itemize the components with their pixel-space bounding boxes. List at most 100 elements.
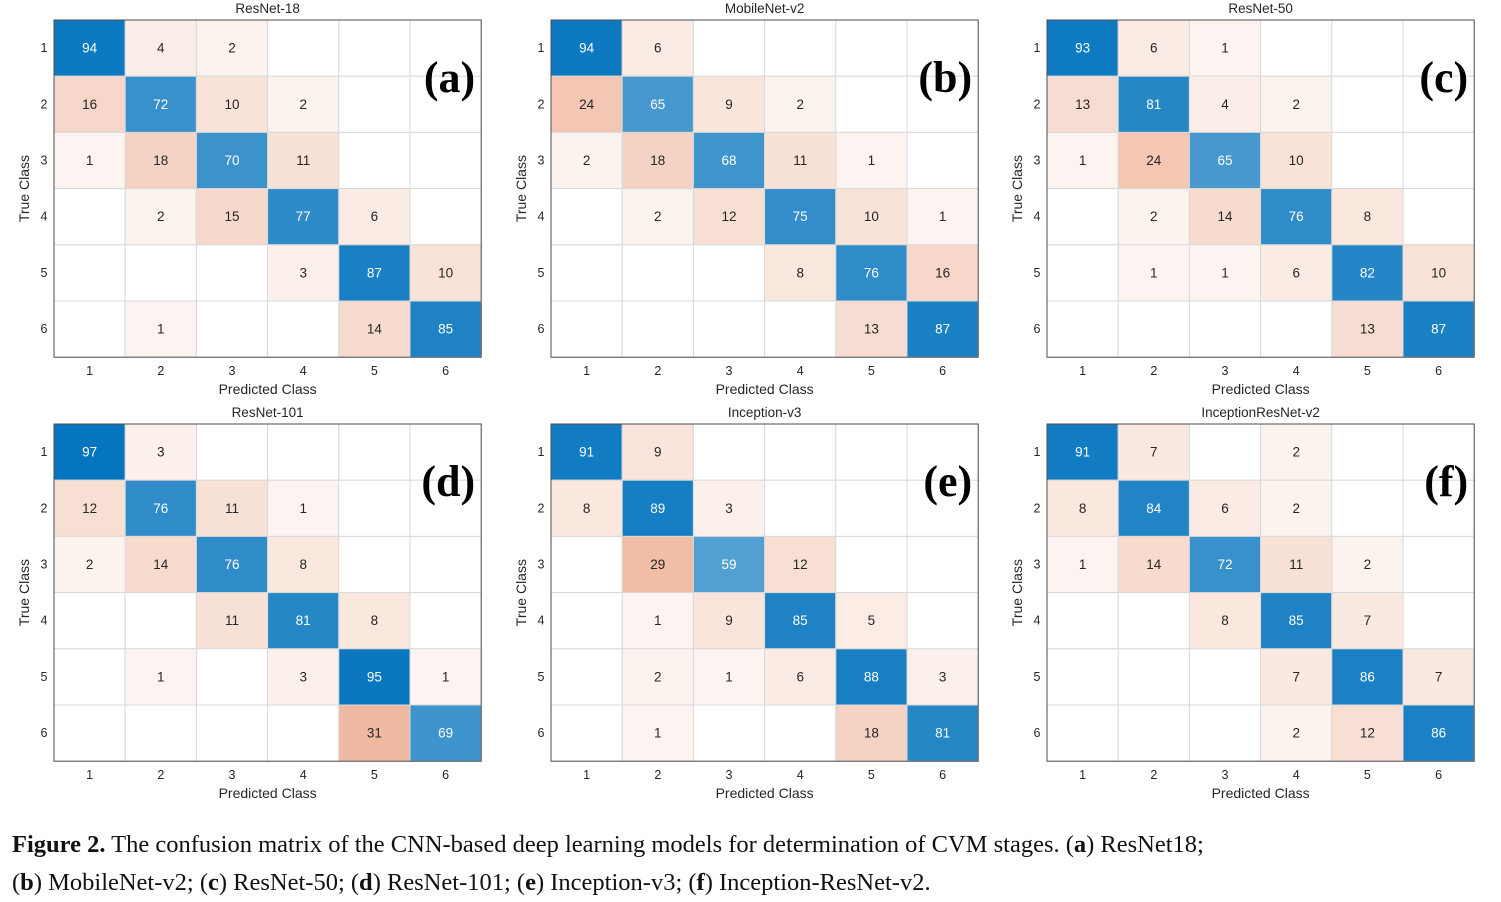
matrix-cell — [1188, 244, 1262, 302]
cell-value-label: 94 — [579, 41, 595, 56]
figure-caption: Figure 2. The confusion matrix of the CN… — [12, 831, 1204, 896]
matrix-cell — [906, 535, 979, 594]
cell-value-label: 72 — [153, 97, 168, 112]
matrix-cell — [267, 300, 340, 358]
cell-value-label: 85 — [438, 322, 453, 337]
x-axis-label: Predicted Class — [219, 381, 317, 397]
x-tick-label: 1 — [583, 768, 590, 782]
y-tick-label: 4 — [1034, 614, 1041, 628]
matrix-cell — [1117, 648, 1190, 706]
matrix-cell — [835, 188, 908, 246]
x-tick-label: 4 — [1293, 768, 1300, 782]
matrix-cell — [621, 535, 694, 594]
y-tick-label: 1 — [1034, 445, 1041, 459]
matrix-cell — [1117, 704, 1190, 762]
y-tick-label: 5 — [1034, 266, 1041, 280]
y-tick-label: 1 — [41, 445, 48, 459]
matrix-cell — [1046, 244, 1119, 302]
matrix-cell — [338, 300, 411, 358]
y-tick-label: 3 — [1034, 154, 1041, 168]
x-tick-label: 5 — [1364, 768, 1371, 782]
matrix-cell — [1331, 423, 1404, 481]
cell-value-label: 12 — [82, 501, 97, 516]
cell-value-label: 2 — [1292, 501, 1300, 516]
matrix-cell — [338, 648, 411, 706]
cell-value-label: 89 — [650, 501, 665, 516]
cell-value-label: 81 — [296, 613, 311, 628]
x-tick-label: 3 — [726, 768, 733, 782]
x-tick-label: 6 — [1435, 768, 1442, 782]
cell-value-label: 3 — [939, 669, 947, 684]
y-axis-label: True Class — [1009, 155, 1025, 222]
y-tick-label: 2 — [538, 97, 545, 111]
matrix-cell — [835, 19, 908, 77]
matrix-cell — [338, 75, 411, 133]
caption-text-f: ) Inception-ResNet-v2. — [704, 869, 931, 896]
matrix-cell — [53, 479, 126, 537]
matrix-cell — [1402, 75, 1475, 133]
matrix-cell — [1402, 535, 1475, 594]
cell-value-label: 1 — [442, 669, 450, 684]
matrix-cell — [1402, 479, 1475, 537]
cell-value-label: 72 — [1217, 557, 1232, 572]
panel-letter-label: (b) — [918, 53, 972, 102]
matrix-cell — [692, 423, 766, 481]
matrix-cell — [906, 300, 979, 358]
matrix-cell — [1046, 188, 1119, 246]
matrix-cell — [1188, 188, 1262, 246]
matrix-cell — [621, 592, 694, 650]
matrix-border — [1046, 19, 1475, 358]
cell-value-label: 2 — [86, 557, 94, 572]
matrix-cell — [692, 479, 766, 537]
matrix-cell — [195, 244, 269, 302]
matrix-cell — [1117, 300, 1190, 358]
x-tick-label: 1 — [86, 364, 93, 378]
matrix-cell — [1188, 648, 1262, 706]
matrix-cell — [835, 535, 908, 594]
matrix-cell — [764, 704, 837, 762]
x-axis-label: Predicted Class — [219, 785, 317, 801]
cell-value-label: 6 — [1221, 501, 1229, 516]
cell-value-label: 3 — [299, 669, 307, 684]
matrix-border — [1046, 423, 1475, 762]
matrix-cell — [692, 535, 766, 594]
cell-value-label: 14 — [367, 322, 383, 337]
matrix-cell — [692, 75, 766, 133]
matrix-cell — [124, 244, 197, 302]
cell-value-label: 87 — [935, 322, 950, 337]
matrix-cell — [409, 188, 482, 246]
cell-value-label: 12 — [721, 209, 736, 224]
matrix-cell — [1331, 188, 1404, 246]
y-tick-label: 5 — [538, 670, 545, 684]
matrix-cell — [764, 131, 837, 190]
matrix-cell — [409, 648, 482, 706]
matrix-cell — [1331, 704, 1404, 762]
y-tick-label: 1 — [538, 41, 545, 55]
cell-value-label: 87 — [1431, 322, 1446, 337]
y-tick-label: 2 — [1034, 501, 1041, 515]
matrix-cell — [1260, 648, 1333, 706]
cell-value-label: 11 — [1289, 557, 1303, 572]
matrix-cell — [764, 75, 837, 133]
cell-value-label: 8 — [583, 501, 591, 516]
y-tick-label: 1 — [41, 41, 48, 55]
cell-value-label: 11 — [793, 153, 807, 168]
y-tick-label: 2 — [1034, 97, 1041, 111]
matrix-cell — [124, 479, 197, 537]
x-tick-label: 4 — [300, 364, 307, 378]
matrix-cell — [621, 704, 694, 762]
caption-letter-f: f — [696, 869, 705, 896]
matrix-cell — [621, 648, 694, 706]
matrix-cell — [1188, 423, 1262, 481]
matrix-cell — [1402, 592, 1475, 650]
cell-value-label: 9 — [654, 445, 662, 460]
matrix-cell — [1402, 648, 1475, 706]
matrix-cell — [53, 704, 126, 762]
x-tick-label: 5 — [371, 768, 378, 782]
cell-value-label: 24 — [579, 97, 595, 112]
